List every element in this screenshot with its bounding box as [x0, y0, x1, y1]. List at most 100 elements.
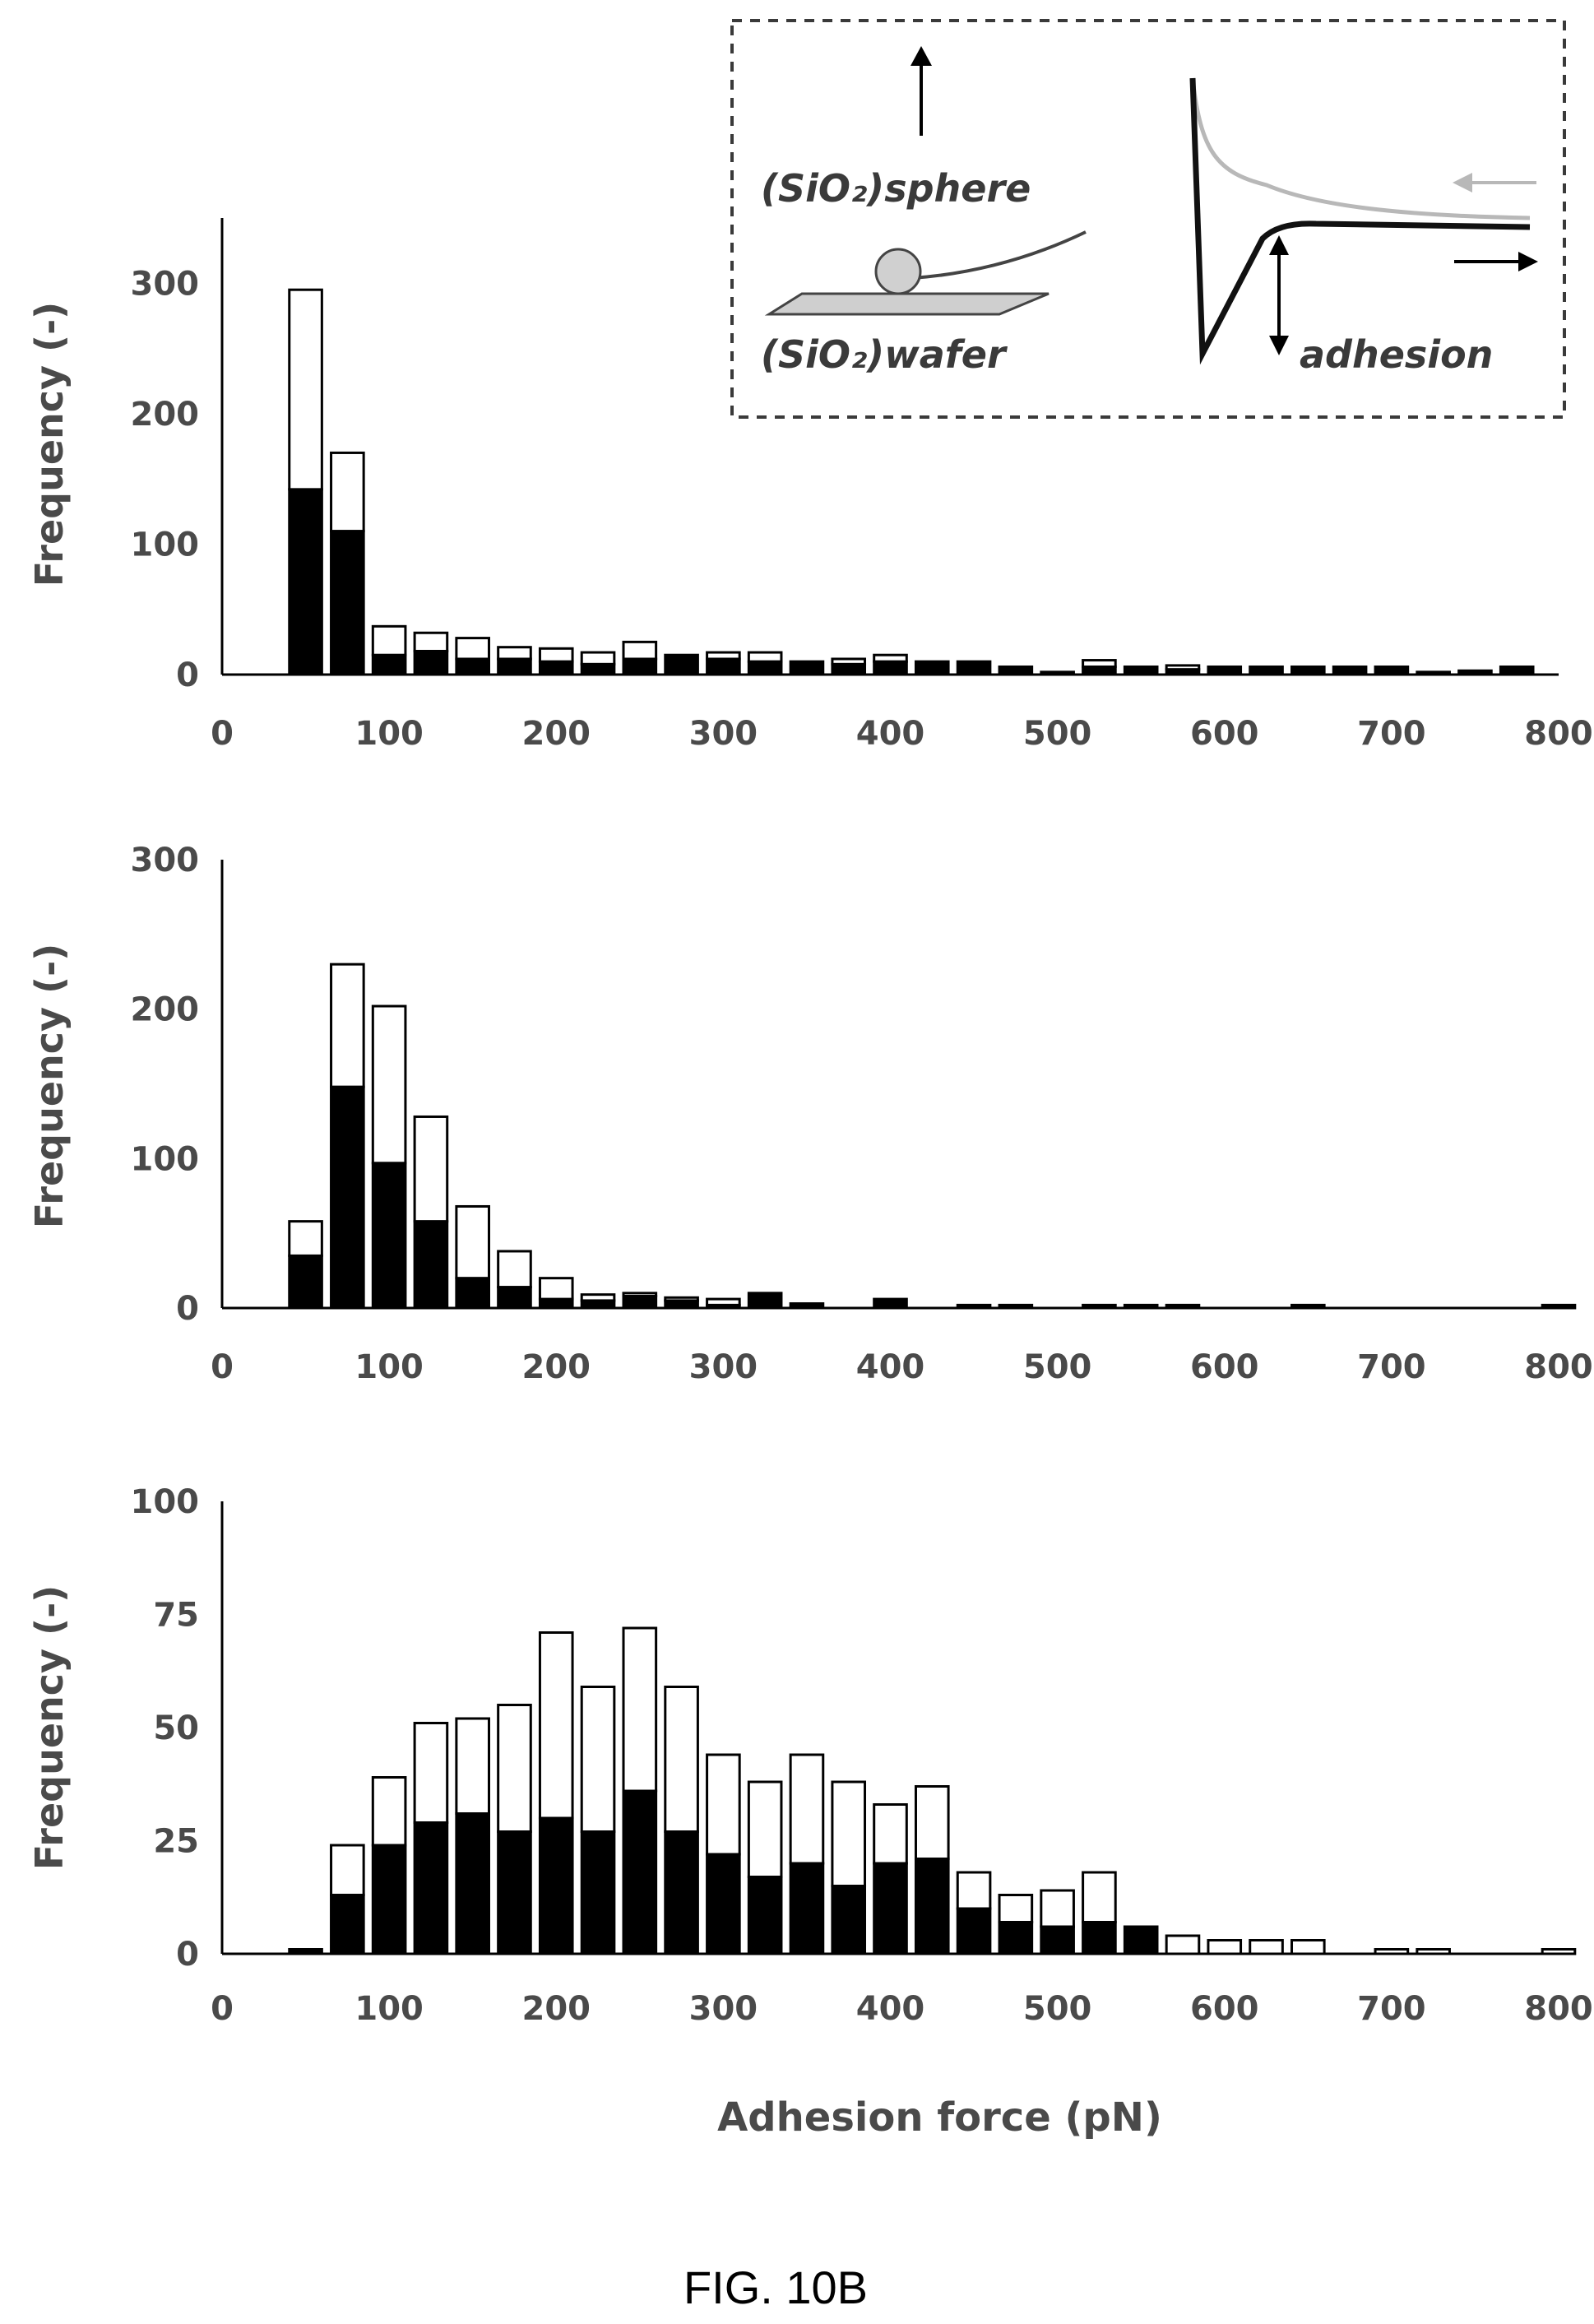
bar-segment-black: [998, 665, 1034, 676]
chart-3: 0 25 50 75 100 0 100 200 300 400 500 600 700 800 Frequ…: [27, 1483, 1593, 2141]
bar-segment-black: [455, 1277, 490, 1310]
y-tick-label: 100: [131, 1483, 200, 1521]
bar-segment-white: [455, 1717, 490, 1815]
figure-caption: FIG. 10B: [683, 2261, 868, 2313]
bar-segment-black: [330, 1894, 365, 1955]
bar-segment-black: [413, 1220, 449, 1310]
x-tick-label: 500: [1023, 1990, 1092, 2028]
bar-segment-black: [538, 1297, 574, 1310]
y-tick-label: 50: [153, 1709, 199, 1747]
bar-segment-white: [747, 651, 783, 663]
inset-border: [730, 19, 1566, 419]
wafer-label: (SiO₂)wafer: [761, 332, 1008, 377]
bar-segment-white: [706, 1297, 741, 1306]
bar-segment-black: [706, 1853, 741, 1955]
x-tick-label: 600: [1190, 715, 1259, 753]
bar-segment-white: [330, 1844, 365, 1896]
bar-segment-white: [538, 647, 574, 663]
bar-segment-white: [1040, 1889, 1075, 1928]
bar-segment-white: [455, 637, 490, 661]
bar-segment-black: [288, 488, 323, 676]
x-tick-label: 800: [1524, 1348, 1593, 1386]
bar-segment-black: [497, 657, 532, 676]
bar-segment-white: [1541, 1948, 1577, 1955]
y-tick-label: 0: [176, 1290, 199, 1328]
bar-segment-black: [1290, 1303, 1326, 1310]
bar-segment-white: [413, 1115, 449, 1223]
y-tick-label: 25: [153, 1823, 199, 1861]
bar-segment-white: [622, 640, 658, 661]
bar-segment-black: [580, 1830, 616, 1955]
retract-curve: [1189, 77, 1531, 365]
chart-2: 0 100 200 300 0 100 200 300 400 500 600 700 800 Frequ…: [27, 842, 1593, 1386]
x-tick-label: 0: [211, 715, 234, 753]
bar-segment-white: [789, 1753, 825, 1865]
x-tick-label: 200: [522, 1348, 591, 1386]
bar-segment-black: [831, 662, 867, 676]
bar-segment-white: [538, 1277, 574, 1301]
bar-segment-black: [455, 657, 490, 676]
bar-segment-black: [914, 1858, 950, 1955]
x-tick-label: 600: [1190, 1990, 1259, 2028]
bar-segment-black: [1040, 670, 1075, 676]
bar-segment-white: [538, 1631, 574, 1820]
bar-segment-white: [1082, 1871, 1117, 1923]
x-tick-label: 400: [856, 715, 925, 753]
approach-arrow-icon: [1453, 173, 1472, 193]
bar-segment-black: [497, 1286, 532, 1310]
bar-segment-black: [1082, 1303, 1117, 1310]
bar-segment-black: [789, 1302, 825, 1310]
bar-segment-white: [497, 646, 532, 661]
bar-segment-white: [413, 631, 449, 652]
x-tick-label: 300: [689, 1348, 758, 1386]
bar-segment-white: [747, 1780, 783, 1878]
bar-segment-black: [914, 660, 950, 676]
bar-segment-white: [1082, 659, 1117, 668]
y-tick-label: 100: [131, 1140, 200, 1178]
bar-segment-white: [1165, 1934, 1201, 1955]
x-tick-label: 0: [211, 1990, 234, 2028]
chart-1: 0 100 200 300 0 100 200 300 400 500 600 700 800 Frequ…: [27, 218, 1593, 753]
bar-segment-black: [580, 662, 616, 676]
retract-arrow-icon: [1518, 252, 1538, 271]
bar-segment-black: [622, 1294, 658, 1310]
y-tick-label: 0: [176, 1936, 199, 1974]
x-tick-label: 400: [856, 1990, 925, 2028]
bar-segment-black: [1123, 1303, 1159, 1310]
bar-segment-white: [1165, 664, 1201, 671]
pull-up-arrow-icon: [911, 46, 932, 66]
bar-segment-white: [330, 451, 365, 533]
x-tick-label: 200: [522, 715, 591, 753]
bar-segment-black: [371, 653, 407, 676]
bar-segment-white: [956, 1871, 992, 1910]
bar-segment-black: [288, 1254, 323, 1310]
x-tick-label: 400: [856, 1348, 925, 1386]
bar-segment-black: [1416, 670, 1451, 676]
x-tick-label: 800: [1524, 715, 1593, 753]
bar-segment-black: [371, 1844, 407, 1955]
bar-segment-black: [622, 1789, 658, 1955]
bar-segment-black: [747, 660, 783, 676]
bar-segment-black: [455, 1812, 490, 1955]
bar-segment-white: [455, 1204, 490, 1280]
bar-segment-black: [413, 649, 449, 676]
bar-segment-white: [664, 1296, 699, 1302]
bar-segment-black: [1249, 665, 1284, 676]
bar-segment-black: [538, 660, 574, 676]
bar-segment-white: [413, 1722, 449, 1824]
bar-segment-white: [580, 1686, 616, 1833]
x-tick-label: 500: [1023, 1348, 1092, 1386]
bar-segment-black: [1123, 1925, 1159, 1955]
y-tick-label: 0: [176, 656, 199, 694]
x-tick-label: 700: [1357, 1990, 1426, 2028]
bar-segment-black: [956, 1303, 992, 1310]
y-tick-label: 200: [131, 991, 200, 1029]
bar-segment-black: [538, 1816, 574, 1955]
adhesion-arrow-down-icon: [1269, 336, 1289, 355]
bar-segment-black: [497, 1830, 532, 1955]
bar-segment-white: [1207, 1939, 1243, 1955]
bar-segment-black: [1457, 669, 1493, 676]
bar-segment-black: [998, 1921, 1034, 1955]
sphere-label: (SiO₂)sphere: [761, 166, 1031, 211]
